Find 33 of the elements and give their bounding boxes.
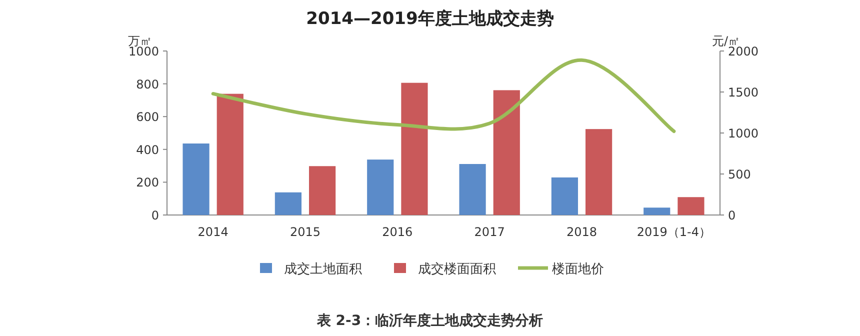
x-tick-label: 2015: [290, 225, 321, 239]
bar: [367, 160, 394, 215]
y-tick-label: 800: [136, 77, 159, 92]
bar: [586, 129, 612, 215]
bar: [551, 177, 578, 215]
y-axis-title: 万㎡: [128, 34, 152, 48]
y-tick-label: 400: [136, 142, 159, 157]
x-tick-label: 2017: [474, 225, 505, 239]
x-tick-label: 2018: [566, 225, 598, 239]
y-tick-label: 0: [151, 208, 159, 222]
bar: [493, 90, 520, 215]
x-tick-label: 2019（1-4）: [636, 225, 711, 239]
legend-label: 成交土地面积: [284, 261, 362, 277]
bar: [459, 164, 486, 215]
bar: [644, 208, 670, 215]
y2-tick-label: 1000: [728, 126, 759, 140]
text: 表 2-3：临沂年度土地成交走势分析: [316, 312, 544, 329]
legend-label: 成交楼面面积: [418, 261, 496, 277]
y2-tick-label: 500: [728, 168, 751, 182]
bar: [309, 166, 336, 215]
bar: [274, 192, 302, 215]
bar: [216, 94, 244, 215]
bar: [182, 143, 210, 215]
legend-label: 楼面地价: [552, 262, 604, 277]
x-tick-label: 2014: [198, 225, 228, 239]
bar: [401, 82, 428, 215]
y-tick-label: 200: [136, 176, 159, 190]
bar: [678, 197, 704, 215]
y2-tick-label: 1500: [728, 86, 759, 100]
x-tick-label: 2016: [382, 225, 413, 239]
y2-tick-label: 0: [728, 208, 736, 222]
chart-title: 2014—2019年度土地成交走势: [306, 9, 554, 29]
y-tick-label: 600: [136, 110, 159, 124]
